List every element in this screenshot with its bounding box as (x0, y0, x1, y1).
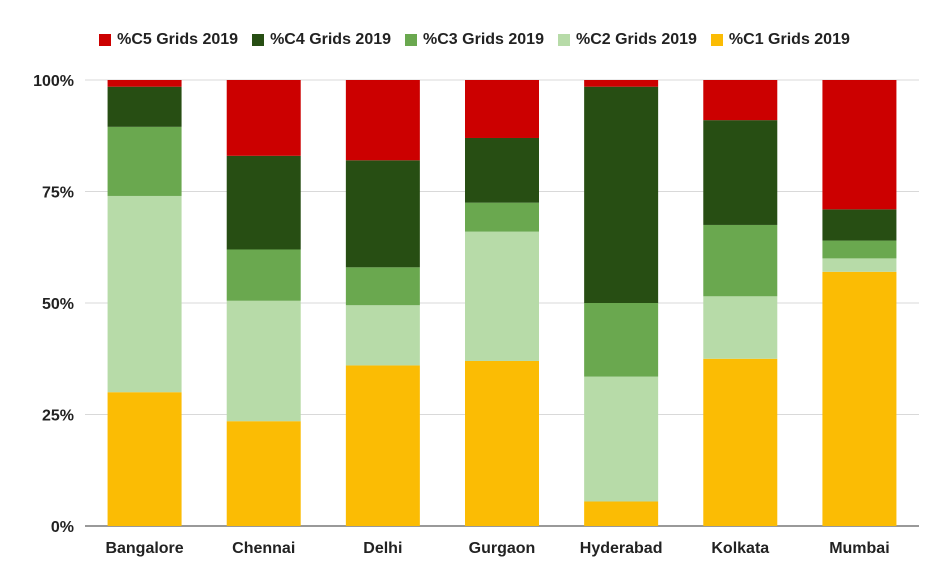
bar-segment (107, 392, 182, 526)
bar-segment (107, 80, 182, 87)
legend-swatch (99, 34, 112, 46)
bar-segment (465, 231, 539, 361)
bar-segment (107, 195, 182, 393)
bar-segment (584, 86, 659, 303)
bar-segment (465, 80, 539, 138)
legend-swatch (405, 34, 418, 46)
bar-segment (584, 501, 659, 526)
bar-segment (345, 80, 420, 161)
y-tick-label: 25% (42, 408, 74, 425)
bar-segment (465, 360, 539, 526)
bar-segment (226, 80, 301, 156)
x-tick-label: Gurgaon (469, 540, 536, 557)
x-tick-label: Bangalore (105, 540, 183, 557)
bar-segment (465, 137, 539, 203)
bar-segment (345, 160, 420, 268)
legend-swatch (710, 34, 723, 46)
legend-item: %C3 Grids 2019 (405, 28, 544, 52)
bar-segment (822, 209, 897, 241)
legend-swatch (252, 34, 265, 46)
bar-segment (345, 365, 420, 526)
bar-segment (584, 303, 659, 377)
x-tick-label: Hyderabad (580, 540, 663, 557)
bar-segment (465, 202, 539, 232)
y-tick-label: 100% (33, 73, 74, 90)
bar-segment (345, 305, 420, 366)
bar-segment (584, 80, 659, 87)
bar-segment (703, 120, 778, 225)
legend-item: %C2 Grids 2019 (557, 28, 697, 52)
bar-segment (226, 421, 301, 526)
legend-label: %C4 Grids 2019 (270, 31, 392, 48)
legend-label: %C5 Grids 2019 (117, 31, 239, 48)
bar-segment (703, 296, 778, 359)
bar-segment (345, 267, 420, 306)
legend-item: %C4 Grids 2019 (252, 28, 391, 52)
legend-item: %C5 Grids 2019 (99, 28, 238, 52)
bar-segment (226, 300, 301, 422)
y-tick-label: 75% (42, 185, 74, 202)
bar-segment (226, 155, 301, 250)
legend-label: %C2 Grids 2019 (575, 31, 697, 48)
x-tick-label: Kolkata (711, 540, 769, 557)
bar-segment (703, 358, 778, 526)
legend: %C5 Grids 2019 %C4 Grids 2019 %C3 Grids 20… (0, 28, 949, 52)
bar-segment (703, 224, 778, 297)
bar-segment (107, 126, 182, 196)
legend-item: %C1 Grids 2019 (710, 28, 850, 52)
bar-segment (107, 86, 182, 127)
bar-segment (226, 249, 301, 301)
x-tick-label: Chennai (232, 540, 295, 557)
bar-segment (584, 376, 659, 502)
bar-segment (822, 80, 897, 210)
y-tick-label: 0% (51, 519, 74, 536)
bar-segment (822, 240, 897, 259)
x-tick-label: Delhi (363, 540, 402, 557)
legend-label: %C1 Grids 2019 (728, 31, 850, 48)
bar-segment (822, 258, 897, 272)
bar-segment (822, 271, 897, 526)
bar-segment (703, 80, 778, 121)
legend-swatch (557, 34, 570, 46)
y-tick-label: 50% (42, 296, 74, 313)
x-tick-label: Mumbai (829, 540, 889, 557)
legend-label: %C3 Grids 2019 (423, 31, 544, 48)
